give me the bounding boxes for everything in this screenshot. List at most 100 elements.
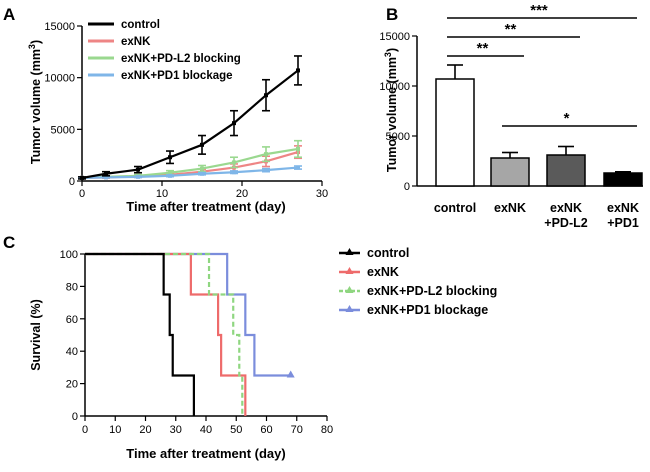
panel-c-y-tick-label: 80 <box>66 281 78 293</box>
panel-a-legend-label: exNK+PD-L2 blocking <box>121 53 241 65</box>
panel-c-x-tick-label: 60 <box>260 424 272 436</box>
panel-c-y-axis-label: Survival (%) <box>29 299 43 371</box>
panel-c-legend-marker <box>345 267 354 274</box>
panel-b-bar <box>603 172 643 187</box>
panel-b-y-tick-label: 15000 <box>379 31 410 43</box>
panel-b-letter: B <box>386 5 398 24</box>
panel-a-y-label-close: ) <box>29 40 43 44</box>
panel-a-axes: 0 5000 10000 15000 0 10 20 30 <box>44 21 328 200</box>
panel-c-y-tick-label: 60 <box>66 314 78 326</box>
panel-c-x-tick-label: 50 <box>230 424 242 436</box>
panel-c-x-axis-label: Time after treatment (day) <box>126 446 285 461</box>
panel-c-survival-curve <box>85 252 195 416</box>
panel-a-data-point <box>296 165 300 170</box>
panel-b-significance-stars: * <box>564 110 570 127</box>
panel-a-x-tick-label: 20 <box>236 188 248 200</box>
panel-a-data-point <box>200 171 204 176</box>
panel-b-significance-stars: *** <box>530 2 548 19</box>
panel-b-y-axis-label: Tumor volume (mm3) <box>383 48 399 172</box>
panel-c-x-tick-label: 10 <box>109 424 121 436</box>
panel-b-significance-stars: ** <box>505 21 517 38</box>
panel-a-x-tick-label: 10 <box>156 188 168 200</box>
panel-b-y-label-close: ) <box>385 48 399 52</box>
panel-a-data-point <box>168 173 172 178</box>
panel-b-category-label: +PD1 <box>607 216 639 230</box>
panel-a-letter: A <box>3 5 15 24</box>
panel-a-y-tick-label: 5000 <box>51 124 75 136</box>
panel-a-data-point <box>104 171 108 176</box>
panel-a-legend-label: exNK+PD1 blockage <box>121 70 233 82</box>
panel-a-x-tick-label: 30 <box>316 188 328 200</box>
panel-b-y-tick-label: 5000 <box>386 131 410 143</box>
panel-c-legend-marker <box>345 248 354 255</box>
panel-a-data-point <box>296 146 300 151</box>
panel-a-data-point <box>168 170 172 175</box>
panel-c-legend-marker <box>345 305 354 312</box>
panel-c-legend-label: exNK <box>367 265 399 279</box>
panel-c-survival-curve <box>85 252 247 416</box>
panel-c-y-tick-label: 0 <box>72 411 78 423</box>
panel-c-axes: 0 20 40 60 80 100 0 10 20 30 40 50 60 70 80 <box>60 249 333 436</box>
panel-c-censor-marker <box>286 370 295 378</box>
panel-b-y-tick-label: 10000 <box>379 81 410 93</box>
panel-a-series-line <box>81 69 299 179</box>
panel-c-x-tick-label: 20 <box>139 424 151 436</box>
panel-b-significance-stars: ** <box>477 40 489 57</box>
panel-a-data-point <box>264 93 268 98</box>
panel-a-y-axis-label: Tumor volume (mm3) <box>27 40 43 164</box>
panel-b-category-label: exNK <box>607 201 639 215</box>
panel-a-x-axis-label: Time after treatment (day) <box>126 199 285 214</box>
panel-c-series <box>85 252 295 416</box>
panel-c-legend-label: exNK+PD1 blockage <box>367 303 488 317</box>
panel-c-y-tick-label: 100 <box>60 249 78 261</box>
panel-a-data-point <box>264 168 268 173</box>
panel-a-data-point <box>80 175 84 180</box>
panel-a-data-point <box>200 166 204 171</box>
panel-a-data-point <box>104 175 108 180</box>
panel-c-legend: control exNK exNK+PD-L2 blocking exNK+PD1 b… <box>339 246 497 317</box>
panel-c-survival-curve <box>85 252 244 416</box>
panel-b-category-label: exNK <box>550 201 582 215</box>
panel-c-y-tick-label: 20 <box>66 379 78 391</box>
panel-a-data-point <box>136 174 140 179</box>
panel-c-survival-chart: 0 20 40 60 80 100 0 10 20 30 40 50 60 70 80 control exN… <box>29 246 497 461</box>
panel-b-y-label-main: Tumor volume (mm <box>385 57 399 172</box>
panel-b-y-tick-label: 0 <box>404 181 410 193</box>
panel-a-legend: control exNK exNK+PD-L2 blocking exNK+PD1 b… <box>88 19 241 82</box>
panel-c-x-tick-label: 0 <box>82 424 88 436</box>
panel-c-legend-label: control <box>367 246 409 260</box>
panel-c-x-tick-label: 30 <box>170 424 182 436</box>
panel-a-data-point <box>232 121 236 126</box>
panel-a-data-point <box>200 142 204 147</box>
panel-c-x-tick-label: 80 <box>321 424 333 436</box>
panel-a-line-chart: 0 5000 10000 15000 0 10 20 30 control exNK exNK+P… <box>27 19 328 214</box>
panel-a-y-tick-label: 15000 <box>44 21 75 33</box>
panel-c-y-tick-label: 40 <box>66 346 78 358</box>
panel-a-data-point <box>168 155 172 160</box>
panel-b-category-label: +PD-L2 <box>544 216 587 230</box>
panel-a-series-line <box>81 166 299 179</box>
panel-c-letter: C <box>3 233 15 252</box>
panel-c-x-tick-label: 70 <box>291 424 303 436</box>
panel-a-data-point <box>232 170 236 175</box>
panel-b-category-label: control <box>434 201 476 215</box>
panel-c-x-tick-label: 40 <box>200 424 212 436</box>
panel-b-bar <box>490 157 530 187</box>
panel-a-y-tick-label: 10000 <box>44 73 75 85</box>
panel-b-bar <box>435 78 475 187</box>
panel-c-survival-curve <box>85 252 291 377</box>
panel-a-y-label-main: Tumor volume (mm <box>29 49 43 164</box>
panel-a-legend-label: exNK <box>121 36 151 48</box>
panel-c-legend-label: exNK+PD-L2 blocking <box>367 284 497 298</box>
panel-a-data-point <box>296 68 300 73</box>
panel-a-x-tick-label: 0 <box>79 188 85 200</box>
panel-c-legend-marker <box>345 286 354 293</box>
panel-a-data-point <box>264 152 268 157</box>
panel-a-series <box>78 55 302 180</box>
panel-b-bar <box>546 154 586 187</box>
panel-b-category-label: exNK <box>494 201 526 215</box>
panel-b-y-label-sup: 3 <box>383 52 393 57</box>
